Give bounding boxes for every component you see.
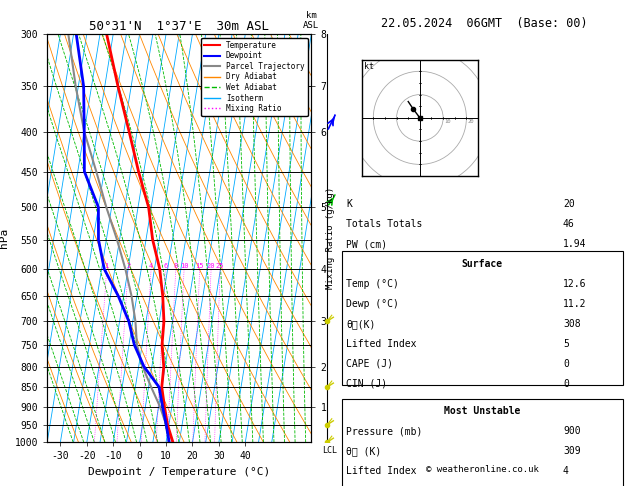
Text: 46: 46 [563,219,575,229]
Text: 0: 0 [563,379,569,389]
Text: 309: 309 [563,446,581,456]
Text: Lifted Index: Lifted Index [346,466,416,476]
Text: 20: 20 [207,263,215,269]
Text: Most Unstable: Most Unstable [444,406,520,417]
Text: 308: 308 [563,319,581,329]
Text: 25: 25 [216,263,225,269]
Text: Totals Totals: Totals Totals [346,219,422,229]
Text: Lifted Index: Lifted Index [346,339,416,349]
Text: © weatheronline.co.uk: © weatheronline.co.uk [426,465,538,474]
Text: CAPE (J): CAPE (J) [346,359,393,369]
Text: kt: kt [364,62,374,71]
Text: 20: 20 [467,119,474,123]
Title: 50°31'N  1°37'E  30m ASL: 50°31'N 1°37'E 30m ASL [89,20,269,33]
Text: 5: 5 [563,339,569,349]
Text: θᴇ(K): θᴇ(K) [346,319,376,329]
Text: 4: 4 [149,263,153,269]
Text: 11.2: 11.2 [563,299,586,309]
Text: 6: 6 [163,263,167,269]
Text: PW (cm): PW (cm) [346,239,387,249]
Text: 0: 0 [563,359,569,369]
Text: 1: 1 [104,263,109,269]
Text: θᴇ (K): θᴇ (K) [346,446,381,456]
Text: Mixing Ratio (g/kg): Mixing Ratio (g/kg) [326,187,335,289]
Text: 1.94: 1.94 [563,239,586,249]
Text: Dewp (°C): Dewp (°C) [346,299,399,309]
Text: 15: 15 [196,263,204,269]
Text: 900: 900 [563,426,581,436]
Text: Temp (°C): Temp (°C) [346,279,399,289]
Text: K: K [346,199,352,209]
Text: 2: 2 [126,263,130,269]
Legend: Temperature, Dewpoint, Parcel Trajectory, Dry Adiabat, Wet Adiabat, Isotherm, Mi: Temperature, Dewpoint, Parcel Trajectory… [201,38,308,116]
Text: 20: 20 [563,199,575,209]
Text: km
ASL: km ASL [303,11,320,30]
Text: 22.05.2024  06GMT  (Base: 00): 22.05.2024 06GMT (Base: 00) [381,17,587,30]
Text: CIN (J): CIN (J) [346,379,387,389]
Text: 8: 8 [174,263,178,269]
Text: 4: 4 [563,466,569,476]
X-axis label: Dewpoint / Temperature (°C): Dewpoint / Temperature (°C) [88,467,270,477]
Text: 10: 10 [444,119,451,123]
Text: 12.6: 12.6 [563,279,586,289]
Text: 10: 10 [180,263,188,269]
Text: Surface: Surface [462,259,503,269]
Text: Pressure (mb): Pressure (mb) [346,426,422,436]
Y-axis label: hPa: hPa [0,228,9,248]
Text: LCL: LCL [322,446,337,455]
